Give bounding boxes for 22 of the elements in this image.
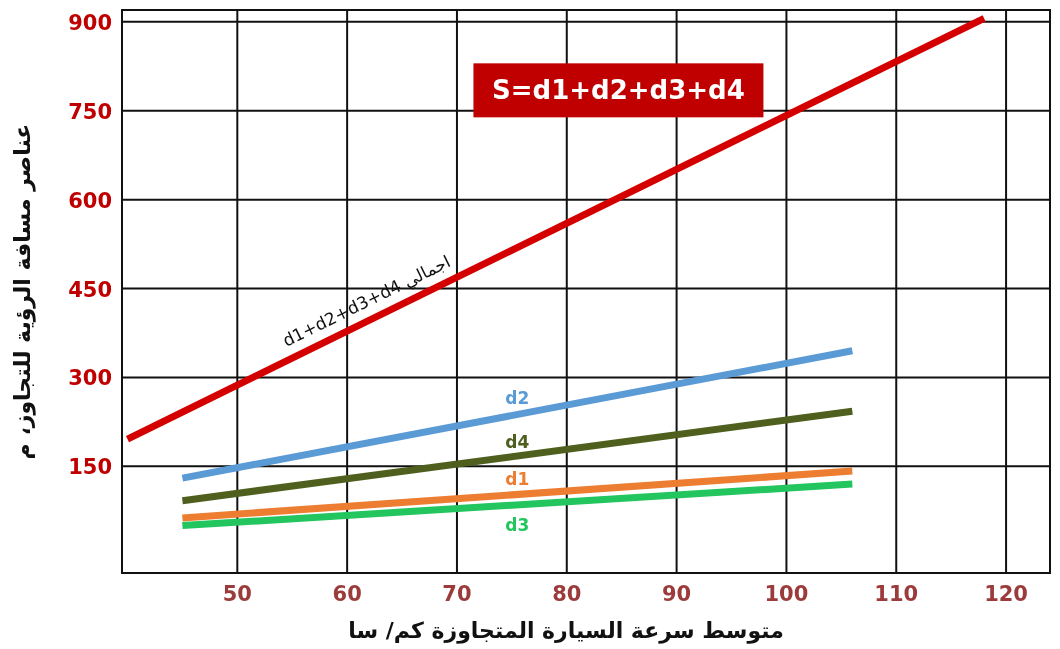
series-label: d3 <box>505 514 530 535</box>
x-axis-title: متوسط سرعة السيارة المتجاوزة كم/ سا <box>348 618 784 644</box>
series-label: d1 <box>505 469 530 490</box>
y-axis-title: عناصر مسافة الرؤية للتجاوز، م <box>10 123 36 460</box>
x-tick-label: 110 <box>874 582 919 606</box>
y-tick-label: 750 <box>68 99 112 124</box>
x-tick-label: 70 <box>442 582 472 606</box>
y-tick-label: 150 <box>68 455 112 480</box>
x-tick-label: 60 <box>332 582 362 606</box>
y-tick-label: 900 <box>68 10 112 35</box>
y-tick-label: 600 <box>68 188 112 213</box>
series-label: d4 <box>505 431 530 452</box>
x-tick-label: 90 <box>661 582 692 606</box>
text: اجمالي d1+d2+d3+d4 <box>279 251 454 352</box>
y-tick-label: 300 <box>68 366 112 391</box>
y-tick-label: 450 <box>68 277 112 302</box>
x-tick-label: 80 <box>552 582 582 606</box>
annotation: S=d1+d2+d3+d4 <box>492 75 745 106</box>
series-label: d2 <box>505 388 530 409</box>
x-tick-label: 120 <box>984 582 1028 606</box>
x-tick-label: 50 <box>222 582 252 606</box>
x-tick-label: 100 <box>764 582 809 606</box>
